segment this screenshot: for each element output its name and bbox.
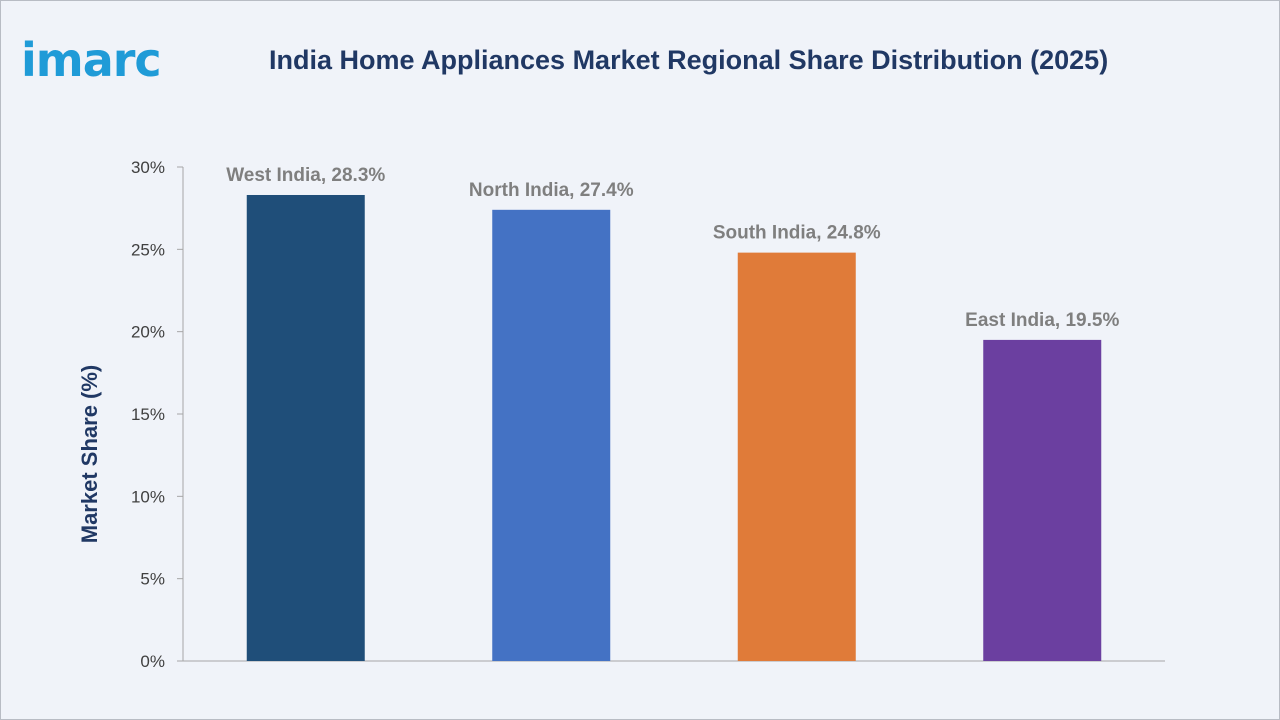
imarc-logo: imarc bbox=[21, 33, 162, 87]
data-label: East India, 19.5% bbox=[965, 310, 1119, 331]
y-tick-label: 5% bbox=[140, 570, 165, 589]
data-label: West India, 28.3% bbox=[226, 165, 385, 186]
axes: 0% 5% 10% 15% 20% 25% 30% Market Share (%) bbox=[77, 158, 1165, 671]
bar-east-india bbox=[983, 339, 1102, 661]
data-label: North India, 27.4% bbox=[469, 180, 634, 201]
data-labels: West India, 28.3% North India, 27.4% South… bbox=[226, 165, 1119, 331]
y-tick-label: 30% bbox=[131, 158, 165, 177]
data-label: South India, 24.8% bbox=[713, 223, 881, 244]
bar-north-india bbox=[492, 209, 611, 661]
y-tick-label: 25% bbox=[131, 240, 165, 259]
bar-south-india bbox=[737, 252, 856, 662]
y-tick-label: 15% bbox=[131, 405, 165, 424]
bars bbox=[246, 194, 1102, 662]
y-tick-label: 0% bbox=[140, 652, 165, 671]
chart-title: India Home Appliances Market Regional Sh… bbox=[269, 45, 1109, 75]
y-tick-label: 20% bbox=[131, 323, 165, 342]
y-tick-label: 10% bbox=[131, 487, 165, 506]
y-axis-title: Market Share (%) bbox=[77, 365, 102, 544]
bar-west-india bbox=[246, 194, 365, 661]
